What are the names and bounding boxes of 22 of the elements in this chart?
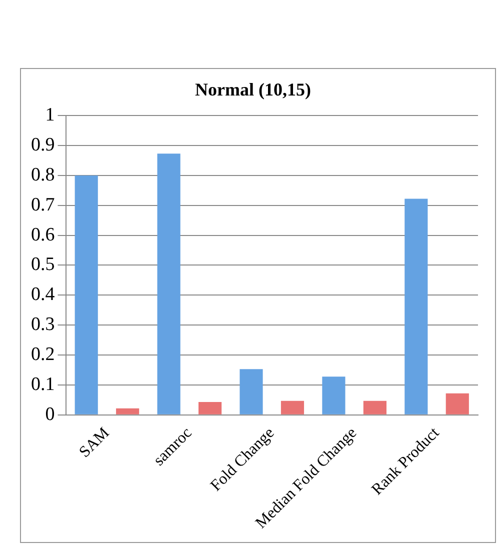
y-tick-label: 0.4: [31, 284, 56, 306]
bar: [322, 376, 346, 414]
bar: [116, 408, 140, 414]
bar: [157, 154, 180, 414]
y-tick-label: 0.2: [31, 344, 55, 366]
y-tick-label: 0.1: [31, 374, 55, 395]
y-tick-label: 0.3: [31, 314, 55, 336]
chart-title: Normal (10,15): [195, 79, 311, 100]
y-tick-label: 1: [45, 104, 55, 126]
bar: [198, 402, 222, 414]
y-tick-label: 0.7: [31, 194, 55, 216]
y-tick-label: 0.9: [31, 134, 55, 156]
bar: [363, 400, 386, 414]
bar: [280, 400, 304, 414]
bar: [74, 175, 98, 414]
y-tick-label: 0.5: [31, 254, 55, 276]
bar: [404, 198, 428, 414]
bar: [446, 393, 469, 414]
bar: [240, 369, 263, 414]
y-tick-label: 0.8: [31, 164, 55, 186]
y-tick-label: 0.6: [31, 224, 55, 246]
y-tick-label: 0: [45, 404, 55, 425]
